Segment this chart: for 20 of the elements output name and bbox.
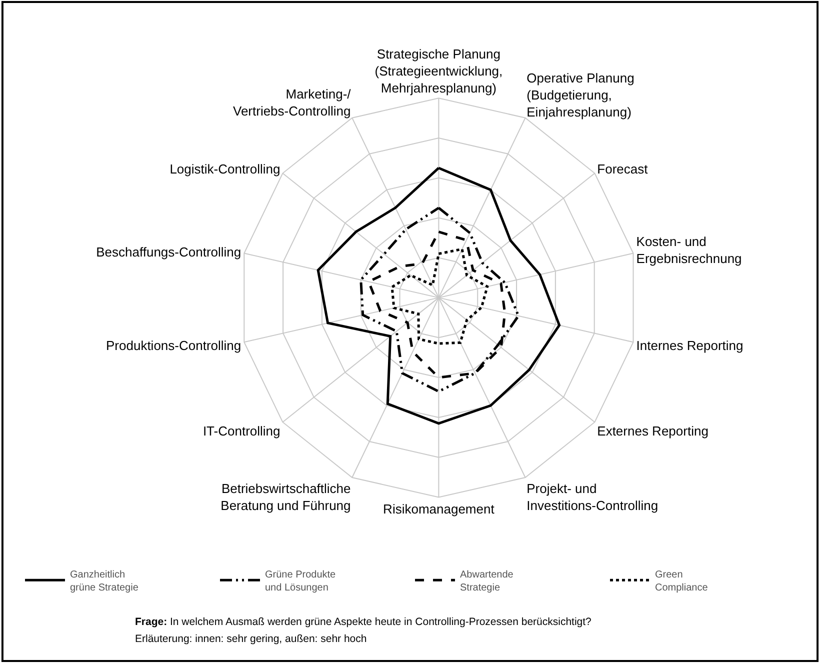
spoke-label: IT-Controlling [202, 424, 280, 439]
spoke-label: Externes Reporting [597, 424, 708, 439]
legend-label: Grüne Produkte und Lösungen [265, 570, 336, 594]
spoke-label: Operative Planung (Budgetierung, Einjahresplanung) [526, 70, 634, 120]
spoke-label: Internes Reporting [636, 338, 744, 354]
text: Erläuterung: innen: sehr gering, außen: sehr hoch [135, 633, 367, 645]
spoke-label: Kosten- und Ergebnisrechnung [636, 234, 742, 266]
spoke-label: Strategische Planung (Strategieentwicklung, Mehrjahresplanung) [374, 46, 503, 96]
spoke-label: Beschaffungs-Controlling [96, 244, 242, 260]
spoke-label: Produktions-Controlling [106, 338, 242, 354]
legend-label: Green Compliance [655, 570, 708, 594]
spoke-label: Logistik-Controlling [170, 161, 280, 176]
spoke-label: Betriebswirtschaftliche Beratung und Führung [220, 481, 351, 514]
spoke-label: Marketing-/ Vertriebs-Controlling [232, 86, 352, 119]
spoke-label: Forecast [597, 161, 648, 176]
text: Frage: In welchem Ausmaß werden grüne Aspekte heute in Controlling-Prozessen berücksichtigt? [135, 616, 592, 628]
spoke-label: Risikomanagement [383, 501, 495, 516]
spoke-label: Projekt- und Investitions-Controlling [526, 481, 658, 514]
legend-label: Ganzheitlich grüne Strategie [70, 570, 139, 594]
legend-label: Abwartende Strategie [460, 570, 514, 594]
